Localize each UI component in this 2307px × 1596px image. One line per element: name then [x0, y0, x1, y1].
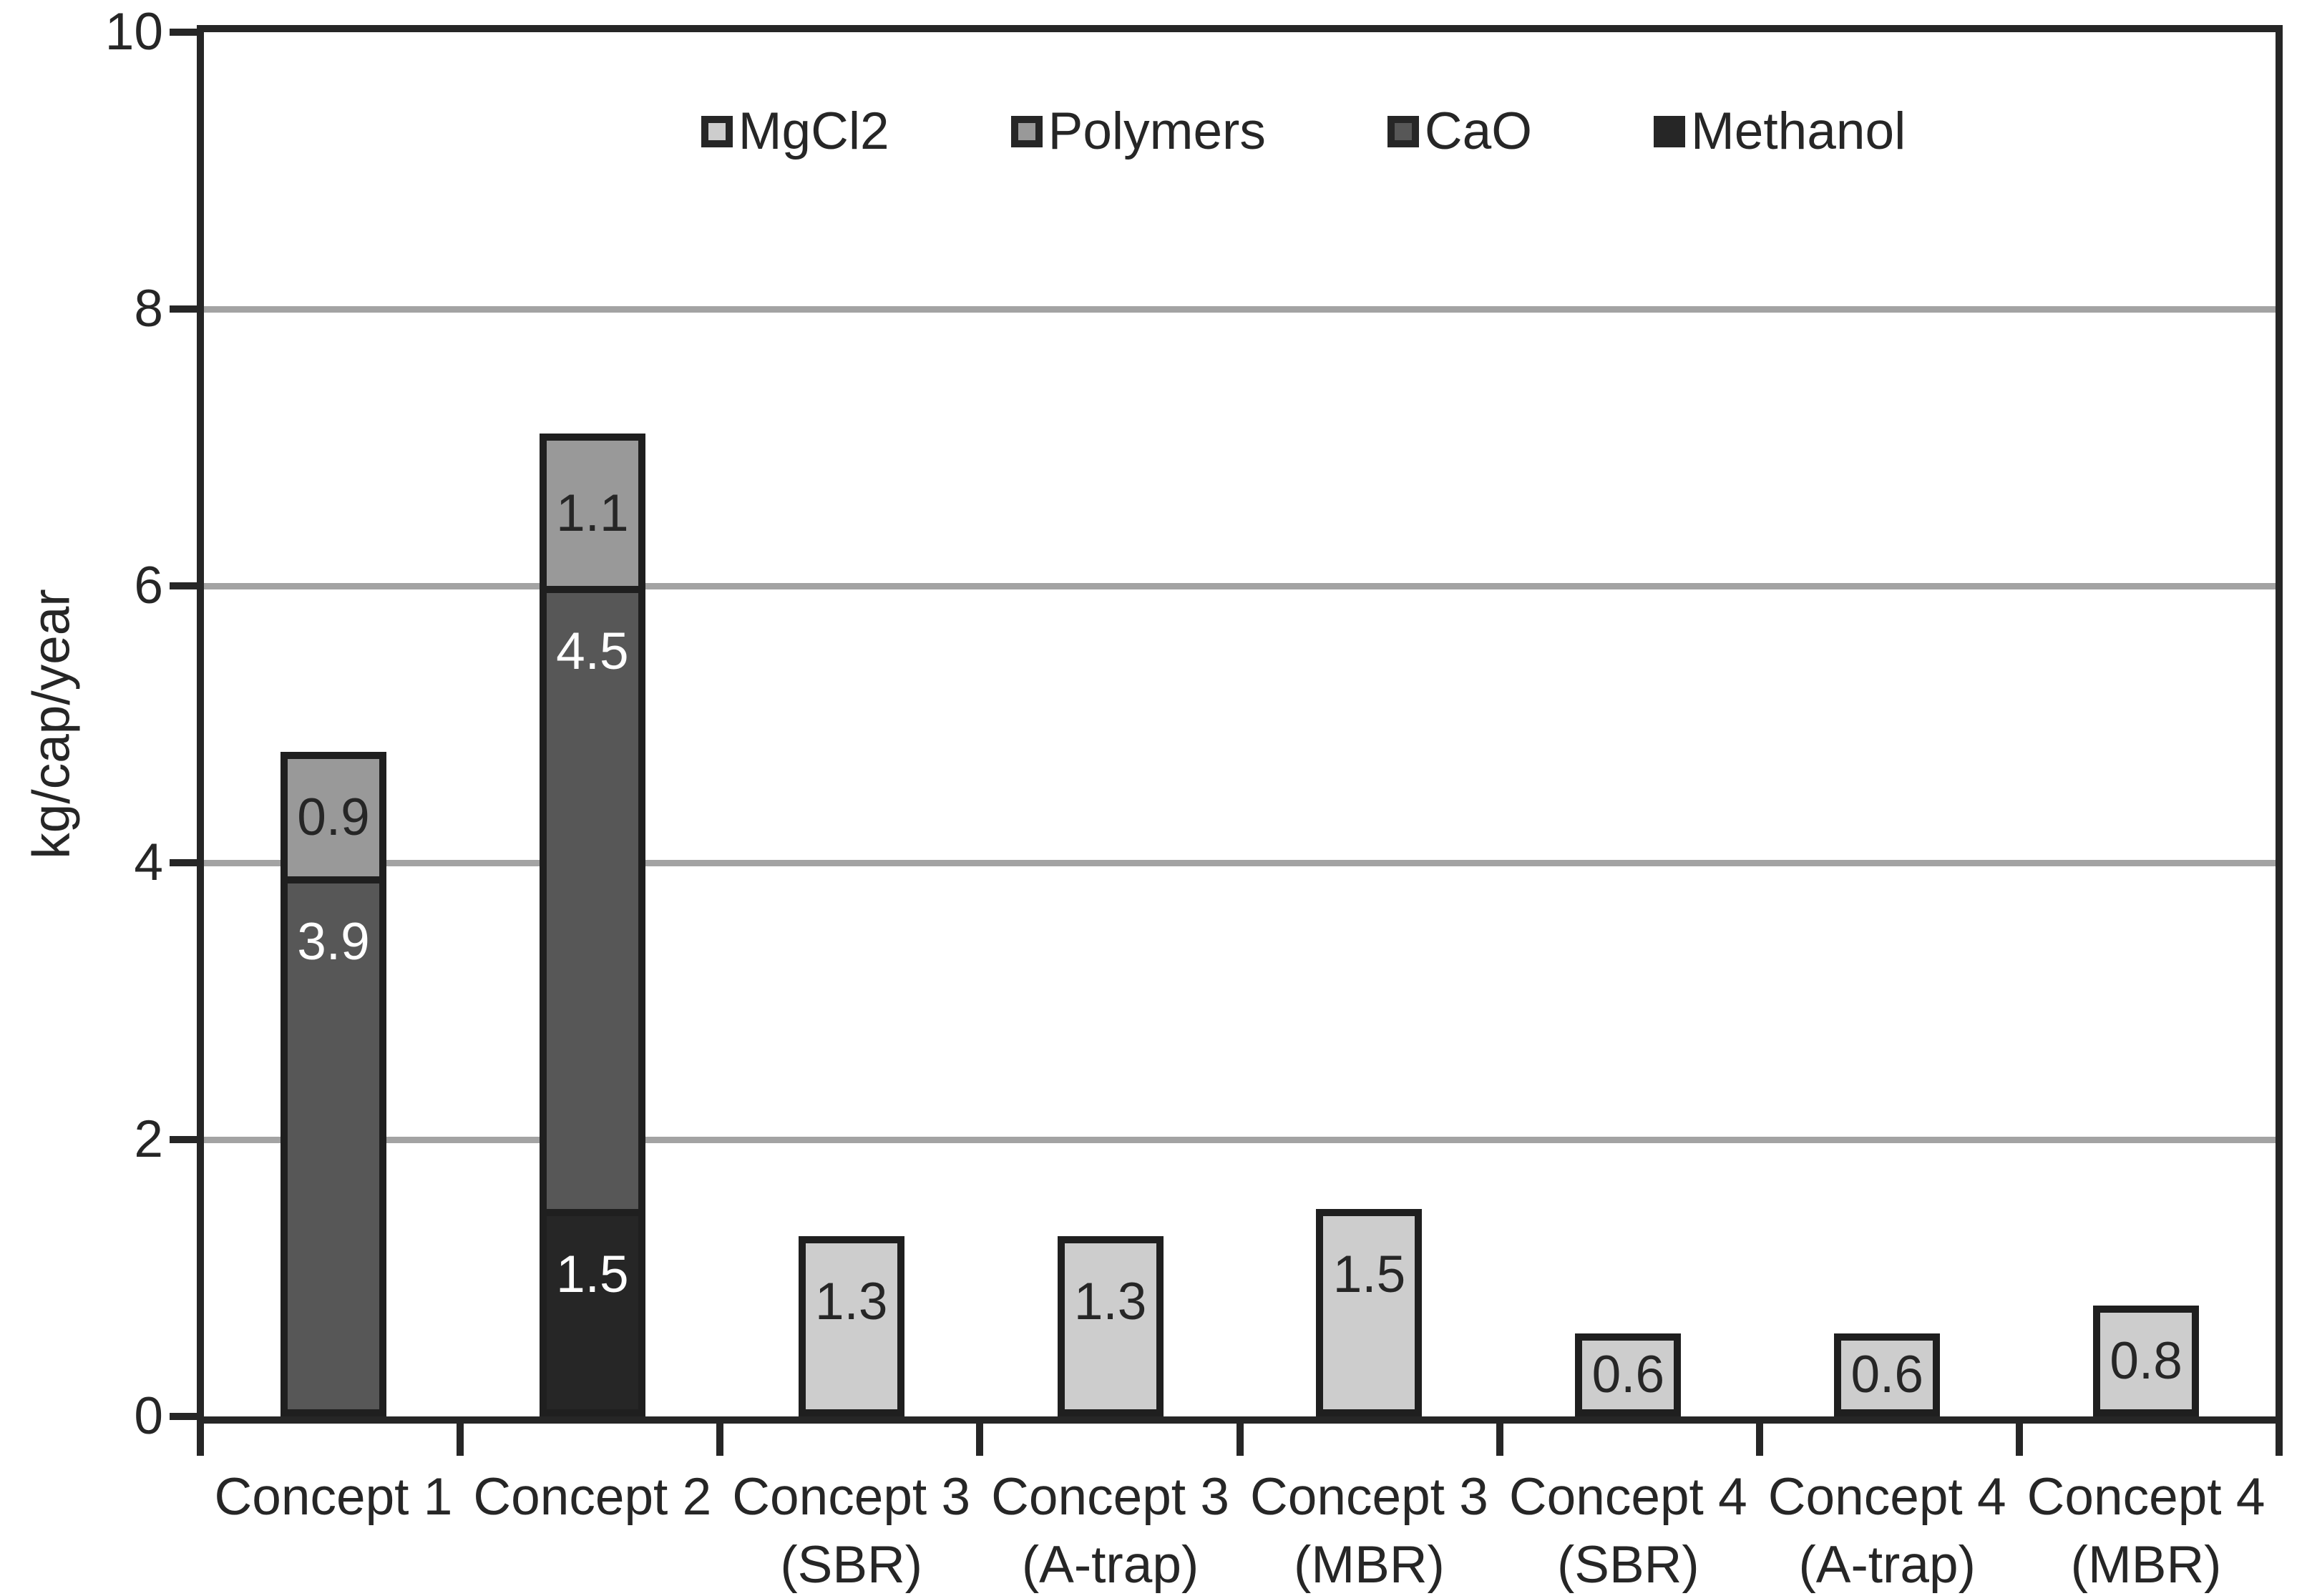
legend: MgCl2 Polymers CaO Methanol: [268, 105, 2307, 158]
bar-segment: 1.5: [539, 1208, 645, 1416]
bar-segment: 1.3: [798, 1236, 904, 1416]
x-category-label-line1: Concept 4: [1508, 1468, 1747, 1526]
x-category-label-line1: Concept 3: [991, 1468, 1229, 1526]
x-category-label: Concept 4 (A-trap): [1757, 1463, 2016, 1596]
x-category-label-line1: Concept 2: [473, 1468, 712, 1526]
y-tick-label: 2: [134, 1110, 163, 1168]
y-axis-title: kg/cap/year: [22, 589, 81, 859]
legend-item-methanol: Methanol: [1653, 102, 1906, 160]
x-category-label-line1: Concept 3: [732, 1468, 971, 1526]
y-tick-label: 6: [134, 557, 163, 615]
x-category-label-line2: (SBR): [780, 1536, 923, 1594]
y-tick-label: 4: [134, 833, 163, 891]
legend-marker-icon: [1387, 116, 1419, 147]
bar-value-label: 1.1: [556, 484, 629, 542]
legend-marker-icon: [1010, 116, 1043, 147]
gridline: [204, 305, 2276, 313]
legend-label: MgCl2: [738, 102, 889, 160]
y-tick-label: 10: [104, 3, 163, 61]
bar-value-label: 1.3: [1073, 1273, 1147, 1331]
gridline: [204, 859, 2276, 866]
bar-segment: 0.9: [280, 752, 386, 884]
bar-segment: 0.6: [1834, 1333, 1941, 1416]
legend-label: CaO: [1424, 102, 1532, 160]
legend-item-polymers: Polymers: [1010, 102, 1266, 160]
legend-marker-icon: [1653, 116, 1685, 147]
x-category-label-line1: Concept 4: [2026, 1468, 2265, 1526]
y-tick-label: 8: [134, 280, 163, 338]
bar-value-label: 0.6: [1850, 1345, 1923, 1404]
bar-segment: 0.8: [2093, 1306, 2200, 1416]
y-axis-tick: [170, 29, 197, 36]
legend-item-mgcl2: MgCl2: [701, 105, 889, 158]
bar-value-label: 3.9: [297, 913, 370, 971]
x-axis-tick: [1236, 1424, 1244, 1456]
bar-value-label: 4.5: [556, 622, 629, 680]
x-axis-tick: [197, 1424, 204, 1456]
x-axis-tick: [716, 1424, 724, 1456]
x-category-label: Concept 3 (MBR): [1240, 1463, 1499, 1596]
bar-segment: 1.5: [1316, 1208, 1423, 1416]
x-category-label-line2: (A-trap): [1798, 1536, 1976, 1594]
bar-segment: 0.6: [1575, 1333, 1682, 1416]
y-axis-tick: [170, 305, 197, 313]
gridline: [204, 1136, 2276, 1143]
x-category-label-line1: Concept 4: [1767, 1468, 2006, 1526]
x-axis-tick: [457, 1424, 464, 1456]
plot-area: [197, 25, 2283, 1424]
x-category-label-line2: (MBR): [1294, 1536, 1445, 1594]
x-category-label-line1: Concept 3: [1250, 1468, 1488, 1526]
bar-segment: 4.5: [539, 586, 645, 1216]
x-category-label: Concept 3 (A-trap): [981, 1463, 1240, 1596]
bar-value-label: 0.9: [297, 788, 370, 847]
legend-label: Polymers: [1048, 102, 1266, 160]
y-axis-tick: [170, 1413, 197, 1420]
bar-segment: 3.9: [280, 876, 386, 1416]
y-tick-label: 0: [134, 1387, 163, 1445]
bar-segment: 1.1: [539, 434, 645, 593]
x-category-label-line1: Concept 1: [214, 1468, 453, 1526]
x-category-label-line2: (MBR): [2070, 1536, 2222, 1594]
y-axis-tick: [170, 1136, 197, 1143]
legend-marker-icon: [701, 116, 733, 147]
x-category-label: Concept 4 (MBR): [2016, 1463, 2276, 1596]
x-axis-tick: [1496, 1424, 1503, 1456]
y-axis-tick: [170, 582, 197, 589]
bar-value-label: 0.8: [2110, 1331, 2182, 1390]
legend-label: Methanol: [1690, 102, 1906, 160]
bar-value-label: 1.3: [814, 1273, 888, 1331]
x-axis-tick: [2276, 1424, 2283, 1456]
x-category-label: Concept 3 (SBR): [722, 1463, 981, 1596]
x-category-label-line2: (A-trap): [1021, 1536, 1199, 1594]
x-category-label-line2: (SBR): [1556, 1536, 1699, 1594]
x-axis-tick: [976, 1424, 984, 1456]
x-category-label: Concept 4 (SBR): [1498, 1463, 1757, 1596]
bar-value-label: 0.6: [1591, 1345, 1665, 1404]
x-category-label: Concept 2: [463, 1463, 722, 1531]
y-axis-tick: [170, 859, 197, 866]
x-axis-tick: [2015, 1424, 2023, 1456]
legend-item-cao: CaO: [1387, 105, 1532, 158]
bar-segment: 1.3: [1057, 1236, 1164, 1416]
bar-value-label: 1.5: [556, 1245, 629, 1303]
x-axis-tick: [1755, 1424, 1763, 1456]
bar-value-label: 1.5: [1332, 1245, 1406, 1303]
gridline: [204, 582, 2276, 589]
x-category-label: Concept 1: [204, 1463, 463, 1531]
